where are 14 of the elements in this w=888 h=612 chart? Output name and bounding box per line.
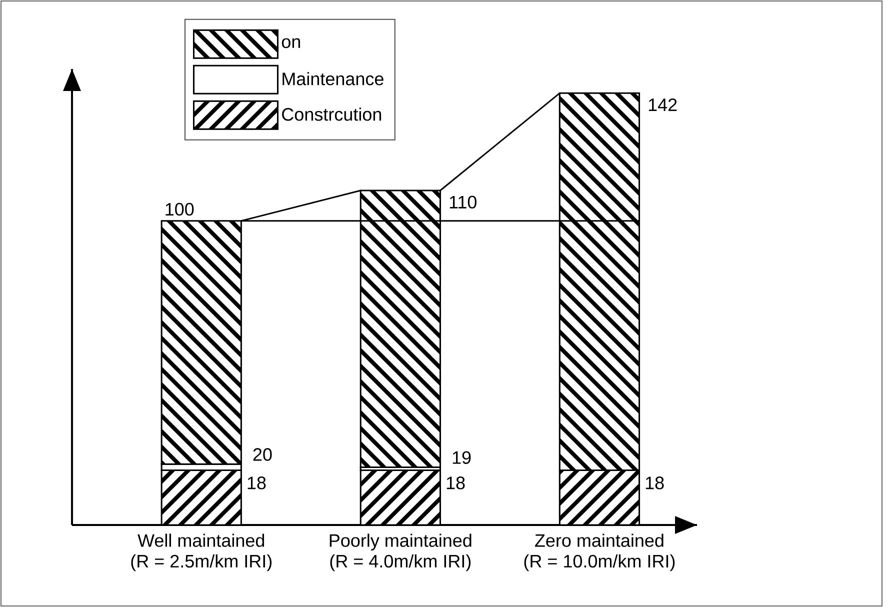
total-label: 100: [166, 202, 194, 216]
legend-label: Maintenance: [282, 72, 384, 86]
legend-label: Constrcution: [282, 108, 382, 121]
total-label: 142: [648, 98, 677, 112]
x-tick-label: Poorly maintained (R = 4.0m/km IRI): [330, 534, 472, 572]
annotation: 20: [253, 448, 272, 461]
legend-label: on: [282, 38, 300, 48]
x-tick-label: Well maintained (R = 2.5m/km IRI): [131, 534, 272, 572]
annotation: 19: [452, 451, 471, 464]
x-tick-label: Zero maintained (R = 10.0m/km IRI): [524, 534, 675, 572]
data-label: 18: [248, 476, 266, 490]
total-label: 110: [450, 196, 476, 208]
data-label: 18: [646, 476, 664, 490]
data-label: 18: [446, 476, 465, 490]
